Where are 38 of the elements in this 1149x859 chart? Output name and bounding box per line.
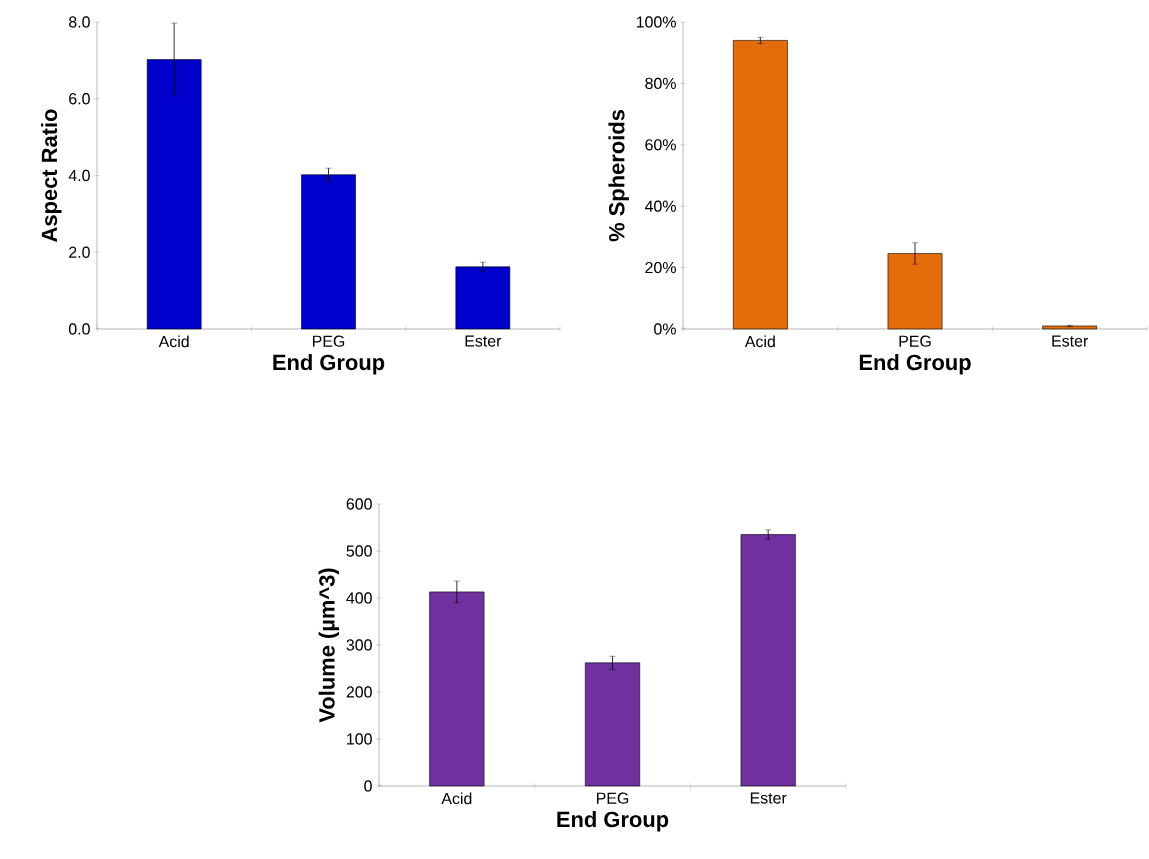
y-tick-label: 600 [346,498,372,510]
y-tick-label: 300 [346,639,372,651]
x-tick-label: Ester [465,335,502,347]
x-tick-label: Acid [744,335,775,348]
bar [1042,325,1098,330]
x-tick-label: Acid [158,335,189,348]
x-tick-label: PEG [312,335,345,347]
y-tick-label: 0 [364,780,372,792]
y-tick-label: 20% [645,261,676,274]
y-tick-label: 400 [346,592,372,604]
y-tick-label: 40% [644,200,676,212]
x-axis-title: End Group [273,354,385,375]
x-axis-title: End Group [859,354,971,375]
y-tick-label: 60% [645,139,676,151]
x-tick-label: Ester [1052,335,1089,347]
x-tick-label: Ester [750,792,787,804]
y-axis-title: Volume (µm^3) [318,568,340,723]
y-tick-label: 6.0 [69,93,90,105]
y-tick-label: 8.0 [69,16,90,28]
y-tick-label: 0% [654,323,676,335]
y-tick-label: 100 [347,733,372,745]
y-tick-label: 2.0 [69,246,90,258]
y-axis-title: Aspect Ratio [41,109,62,242]
y-tick-label: 200 [346,686,372,698]
y-tick-label: 4.0 [68,169,90,182]
bar [740,534,796,787]
x-axis-title: End Group [557,811,669,832]
y-axis-title: % Spheroids [608,110,629,242]
bar [887,253,943,330]
y-tick-label: 80% [645,77,676,90]
x-tick-label: PEG [596,792,629,804]
y-tick-label: 0.0 [68,323,90,335]
y-tick-label: 100% [636,16,676,28]
bar [455,266,511,330]
x-tick-label: PEG [899,335,931,347]
y-tick-label: 500 [346,545,372,557]
x-tick-label: Acid [441,792,472,805]
bar [732,40,788,330]
